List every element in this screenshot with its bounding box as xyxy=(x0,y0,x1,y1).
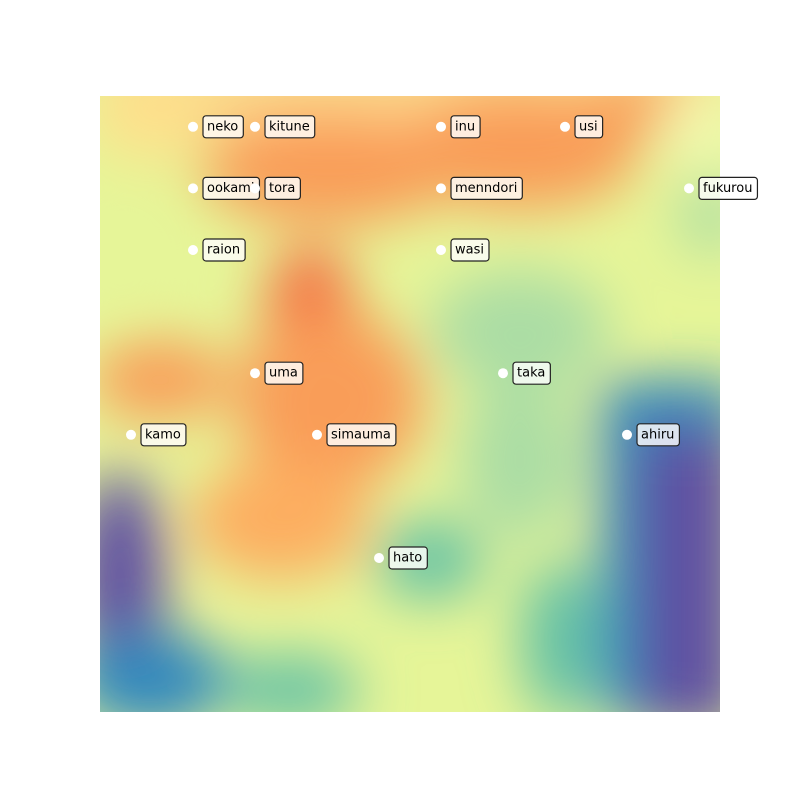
point xyxy=(250,121,260,132)
point xyxy=(312,429,322,440)
points: neko kitune inu usi ookami tora menndori fukuro… xyxy=(126,115,759,570)
point xyxy=(374,553,384,563)
point-label: fukurou xyxy=(703,181,752,196)
point xyxy=(188,245,198,255)
point-label: neko xyxy=(207,119,238,134)
label-box xyxy=(140,423,187,447)
label-box xyxy=(326,423,397,447)
point-label: wasi xyxy=(455,243,484,258)
point-label: ookami xyxy=(207,181,254,196)
point-label: inu xyxy=(455,119,475,134)
point-label: kamo xyxy=(145,427,181,442)
point-label: tora xyxy=(269,181,295,196)
point xyxy=(188,183,198,194)
point-label: menndori xyxy=(455,181,517,196)
point xyxy=(436,183,446,194)
label-box xyxy=(264,115,316,139)
heatmap-background xyxy=(100,96,720,712)
point xyxy=(684,183,694,194)
label-box xyxy=(450,176,523,200)
label-box xyxy=(202,115,244,139)
point-label: ahiru xyxy=(641,427,674,442)
point xyxy=(560,121,570,132)
point xyxy=(498,368,508,379)
point-label: simauma xyxy=(331,427,391,442)
label-box xyxy=(450,115,481,139)
label-box xyxy=(636,423,681,447)
point xyxy=(436,121,446,132)
point-label: uma xyxy=(269,366,298,381)
label-box xyxy=(450,238,490,262)
label-box xyxy=(574,115,604,139)
point xyxy=(250,183,260,194)
point xyxy=(250,368,260,379)
point-label: kitune xyxy=(269,119,310,134)
label-box xyxy=(202,238,246,262)
point-label: usi xyxy=(579,119,598,134)
point-label: taka xyxy=(517,366,545,381)
point xyxy=(126,429,136,440)
label-box xyxy=(264,176,301,200)
point xyxy=(188,121,198,132)
point xyxy=(436,245,446,255)
point-label: hato xyxy=(393,551,422,566)
point-label: raion xyxy=(207,243,240,258)
label-box xyxy=(698,176,759,200)
label-box xyxy=(512,361,551,385)
label-box xyxy=(388,546,428,570)
point xyxy=(622,429,632,440)
label-box xyxy=(264,361,304,385)
